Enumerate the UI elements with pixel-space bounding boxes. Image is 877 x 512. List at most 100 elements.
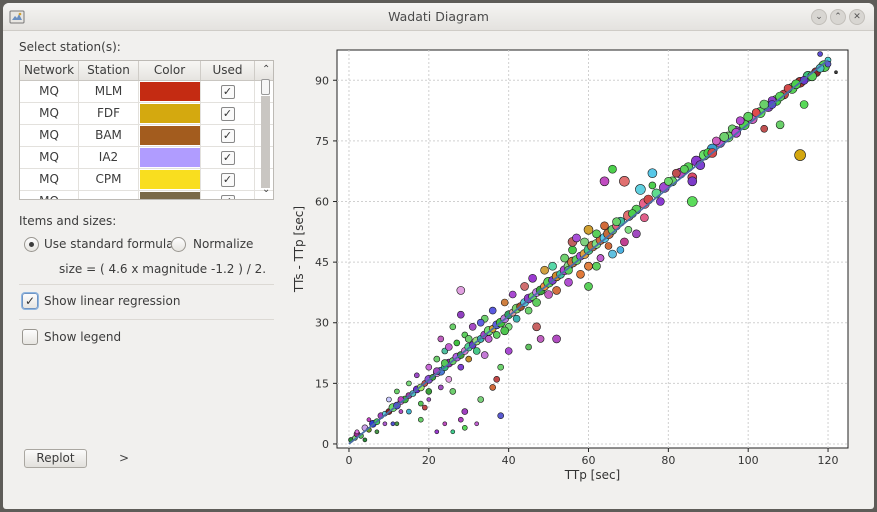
data-point — [775, 120, 785, 130]
data-point — [480, 351, 489, 359]
color-swatch[interactable] — [140, 148, 200, 167]
data-point — [512, 314, 521, 323]
x-tick-label: 100 — [738, 454, 759, 467]
color-swatch[interactable] — [140, 82, 200, 101]
data-point — [624, 226, 633, 234]
data-point — [450, 429, 456, 435]
header-station[interactable]: Station — [79, 61, 139, 80]
data-point — [632, 229, 641, 239]
cell-network: MQ — [20, 103, 79, 124]
used-checkbox[interactable]: ✓ — [220, 195, 235, 199]
stations-label: Select station(s): — [19, 40, 121, 54]
data-point — [390, 421, 396, 427]
cell-color[interactable] — [139, 147, 201, 168]
used-checkbox[interactable]: ✓ — [220, 173, 235, 187]
table-row[interactable]: MQ FDF ✓ — [20, 103, 273, 125]
data-point — [600, 221, 609, 231]
data-point — [414, 372, 420, 379]
data-point — [686, 196, 698, 207]
legend-label[interactable]: Show legend — [44, 330, 122, 344]
data-point — [540, 265, 549, 275]
header-used[interactable]: Used — [201, 61, 255, 80]
window-title: Wadati Diagram — [388, 9, 489, 24]
data-point — [592, 229, 601, 239]
scrollbar-thumb[interactable] — [261, 79, 270, 95]
scrollbar-track[interactable] — [261, 96, 270, 188]
data-point — [735, 116, 745, 125]
table-row[interactable]: MQ BAM ✓ — [20, 125, 273, 147]
data-point — [679, 164, 689, 174]
color-swatch[interactable] — [140, 104, 200, 123]
cell-used: ✓ — [201, 169, 255, 190]
used-checkbox[interactable]: ✓ — [220, 85, 235, 99]
expand-button[interactable]: > — [119, 451, 130, 465]
data-point — [794, 149, 806, 161]
maximize-button[interactable]: ⌃ — [830, 9, 846, 25]
data-point — [445, 375, 453, 383]
used-checkbox[interactable]: ✓ — [220, 129, 235, 143]
cell-color[interactable] — [139, 103, 201, 124]
data-point — [462, 424, 468, 431]
legend-checkbox[interactable] — [22, 329, 38, 345]
data-point — [552, 286, 561, 295]
cell-color[interactable] — [139, 191, 201, 199]
data-point — [457, 310, 465, 319]
data-point — [640, 213, 649, 222]
replot-button[interactable]: Replot — [24, 449, 87, 468]
color-swatch[interactable] — [140, 192, 200, 199]
table-row[interactable]: MQ IA2 ✓ — [20, 147, 273, 169]
used-checkbox[interactable]: ✓ — [220, 151, 235, 165]
cell-color[interactable] — [139, 125, 201, 146]
table-row[interactable]: MQ MLM ✓ — [20, 81, 273, 103]
data-point — [532, 322, 541, 332]
data-point — [548, 261, 557, 271]
normalize-label[interactable]: Normalize — [193, 237, 254, 251]
data-point — [457, 363, 465, 371]
data-point — [775, 91, 785, 102]
cell-station — [79, 191, 139, 199]
chevron-down-icon[interactable]: ⌄ — [262, 184, 271, 195]
data-point — [354, 429, 360, 435]
data-point — [461, 408, 469, 415]
data-point — [422, 404, 428, 411]
header-network[interactable]: Network — [20, 61, 79, 80]
color-swatch[interactable] — [140, 170, 200, 189]
data-point — [584, 282, 593, 291]
data-point — [608, 164, 617, 174]
data-point — [815, 63, 825, 73]
standard-formula-radio[interactable] — [24, 237, 39, 252]
table-row[interactable]: MQ CPM ✓ — [20, 169, 273, 191]
y-tick-label: 60 — [315, 196, 329, 209]
data-point — [500, 298, 509, 307]
x-tick-label: 80 — [661, 454, 675, 467]
table-row[interactable]: MQ ✓ — [20, 191, 273, 199]
data-point — [398, 409, 404, 414]
data-point — [608, 249, 617, 259]
cell-color[interactable] — [139, 169, 201, 190]
divider — [19, 319, 274, 320]
color-swatch[interactable] — [140, 126, 200, 145]
cell-station: CPM — [79, 169, 139, 190]
close-button[interactable]: ✕ — [849, 9, 865, 25]
regression-checkbox[interactable]: ✓ — [22, 293, 38, 309]
data-point — [834, 70, 838, 75]
minimize-button[interactable]: ⌄ — [811, 9, 827, 25]
data-point — [711, 136, 721, 146]
regression-label[interactable]: Show linear regression — [44, 294, 181, 308]
table-scrollbar[interactable]: ⌃ ⌄ — [259, 64, 275, 198]
used-checkbox[interactable]: ✓ — [220, 107, 235, 121]
data-point — [544, 290, 553, 299]
data-point — [647, 168, 658, 178]
data-point — [528, 274, 537, 283]
data-point — [477, 396, 484, 403]
normalize-radio[interactable] — [171, 237, 186, 252]
data-point — [760, 125, 769, 133]
y-tick-label: 30 — [315, 317, 329, 330]
chevron-up-icon[interactable]: ⌃ — [262, 64, 271, 75]
cell-color[interactable] — [139, 81, 201, 102]
standard-formula-label[interactable]: Use standard formula — [44, 237, 174, 251]
y-tick-label: 90 — [315, 74, 329, 87]
header-color[interactable]: Color — [139, 61, 201, 80]
data-point — [520, 282, 529, 291]
cell-used: ✓ — [201, 103, 255, 124]
